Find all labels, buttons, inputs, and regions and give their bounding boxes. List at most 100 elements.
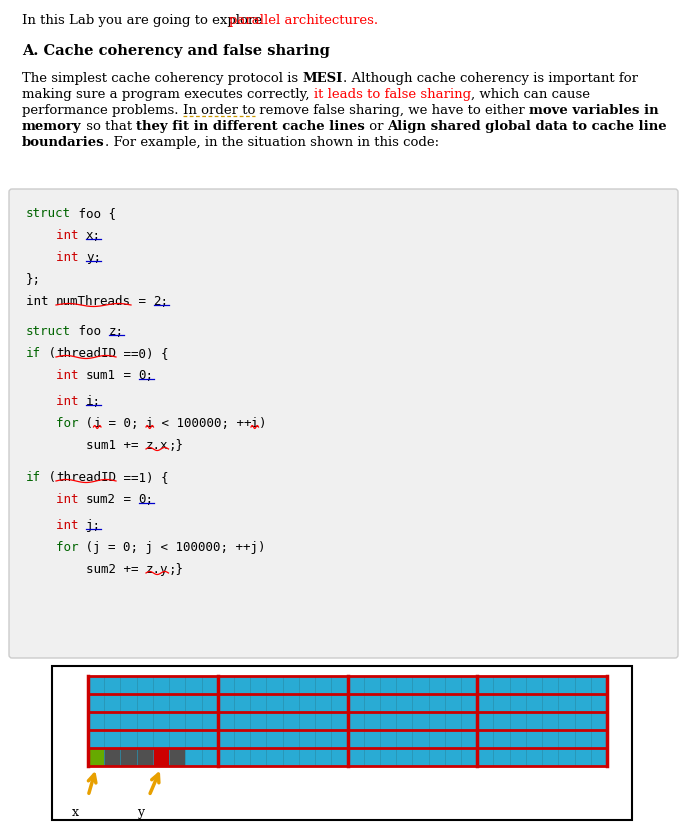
Text: sum1 +=: sum1 += <box>26 439 146 452</box>
Bar <box>347 712 364 730</box>
Bar <box>217 712 234 730</box>
Bar <box>412 712 429 730</box>
Bar <box>137 694 153 712</box>
Bar <box>364 748 380 766</box>
Bar <box>347 694 364 712</box>
Bar <box>347 730 364 748</box>
Bar <box>542 694 559 712</box>
Bar <box>542 712 559 730</box>
Bar <box>283 730 299 748</box>
Bar <box>347 748 364 766</box>
Bar <box>445 712 461 730</box>
Bar <box>461 676 477 694</box>
Bar <box>510 712 526 730</box>
Bar <box>315 676 332 694</box>
Bar <box>137 730 153 748</box>
Bar <box>283 712 299 730</box>
Text: =: = <box>116 493 138 506</box>
Bar <box>120 730 137 748</box>
Bar <box>559 694 574 712</box>
Bar <box>542 676 559 694</box>
Text: , which can cause: , which can cause <box>471 88 590 101</box>
Bar <box>153 730 169 748</box>
Bar <box>559 712 574 730</box>
Text: foo: foo <box>71 325 109 338</box>
Bar <box>299 748 315 766</box>
Bar <box>364 730 380 748</box>
Bar <box>332 730 347 748</box>
Bar <box>250 676 266 694</box>
Text: ;}: ;} <box>169 563 184 576</box>
Bar <box>315 730 332 748</box>
Bar <box>493 712 510 730</box>
Bar <box>461 748 477 766</box>
Bar <box>137 748 153 766</box>
Bar <box>266 694 283 712</box>
Bar <box>461 694 477 712</box>
Bar <box>169 730 185 748</box>
Text: parallel architectures.: parallel architectures. <box>229 14 378 27</box>
Text: j;: j; <box>86 519 101 532</box>
Text: The simplest cache coherency protocol is: The simplest cache coherency protocol is <box>22 72 302 85</box>
Text: memory: memory <box>22 120 82 133</box>
Text: struct: struct <box>26 207 71 220</box>
Bar <box>234 712 250 730</box>
Bar <box>88 694 104 712</box>
Bar <box>364 712 380 730</box>
Text: int: int <box>26 519 86 532</box>
Text: x;: x; <box>86 229 101 242</box>
Text: (: ( <box>41 347 56 360</box>
Bar <box>217 730 234 748</box>
Text: MESI: MESI <box>302 72 343 85</box>
Text: ): ) <box>259 417 266 430</box>
Text: if: if <box>26 347 41 360</box>
Bar <box>299 712 315 730</box>
Bar <box>477 748 493 766</box>
Bar <box>396 694 412 712</box>
Text: if: if <box>26 471 41 484</box>
Text: (j = 0; j < 100000; ++j): (j = 0; j < 100000; ++j) <box>78 541 266 554</box>
Bar <box>429 748 445 766</box>
Bar <box>396 730 412 748</box>
Bar <box>104 694 120 712</box>
Bar <box>266 748 283 766</box>
Bar <box>493 694 510 712</box>
Bar <box>574 676 591 694</box>
Bar <box>88 712 104 730</box>
Bar <box>510 730 526 748</box>
Bar <box>412 676 429 694</box>
Text: < 100000; ++: < 100000; ++ <box>153 417 251 430</box>
Text: i;: i; <box>86 395 101 408</box>
Bar <box>591 676 607 694</box>
Bar <box>526 712 542 730</box>
Bar <box>169 676 185 694</box>
Bar <box>266 676 283 694</box>
Text: for: for <box>26 417 78 430</box>
Bar <box>169 748 185 766</box>
Bar <box>445 748 461 766</box>
Bar <box>510 694 526 712</box>
Text: In this Lab you are going to explore: In this Lab you are going to explore <box>22 14 266 27</box>
Bar <box>250 694 266 712</box>
Bar <box>266 712 283 730</box>
Bar <box>104 712 120 730</box>
Text: so that: so that <box>82 120 136 133</box>
Bar <box>137 676 153 694</box>
Bar <box>120 748 137 766</box>
Bar <box>153 748 169 766</box>
Text: i: i <box>251 417 259 430</box>
Bar <box>477 694 493 712</box>
Bar <box>477 676 493 694</box>
Bar <box>396 676 412 694</box>
Bar <box>169 712 185 730</box>
Bar <box>137 712 153 730</box>
Bar <box>380 730 396 748</box>
Bar <box>412 694 429 712</box>
Bar <box>185 730 202 748</box>
Text: int: int <box>26 369 86 382</box>
Bar <box>315 748 332 766</box>
Bar <box>250 730 266 748</box>
Text: (: ( <box>41 471 56 484</box>
Bar <box>510 748 526 766</box>
Text: move variables in: move variables in <box>529 104 658 117</box>
